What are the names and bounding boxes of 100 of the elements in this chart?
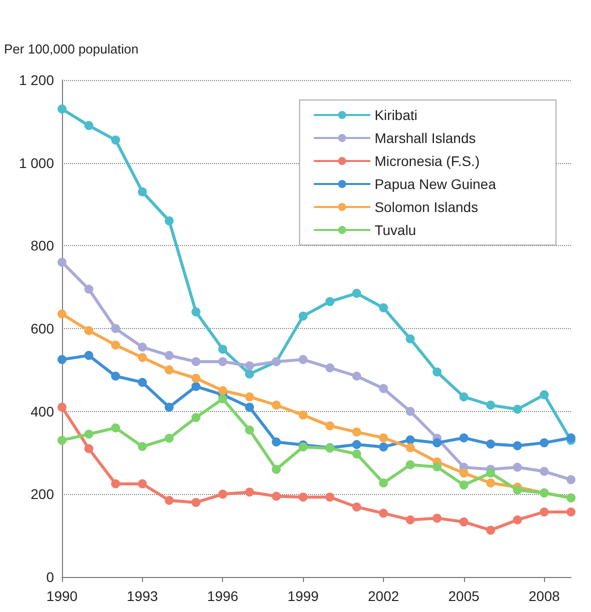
point — [245, 488, 254, 497]
point — [512, 404, 522, 414]
point — [352, 440, 362, 449]
point — [486, 468, 496, 478]
y-tick-label: 800 — [30, 238, 54, 254]
point — [164, 365, 174, 374]
y-tick-label: 200 — [30, 486, 54, 502]
point — [191, 357, 200, 366]
x-tick-label: 2008 — [528, 588, 560, 604]
point — [84, 326, 94, 336]
point — [512, 462, 522, 472]
point — [138, 442, 147, 452]
point — [352, 372, 362, 381]
point — [406, 435, 415, 444]
point — [111, 136, 120, 145]
point — [111, 479, 120, 488]
point — [406, 334, 415, 344]
x-tick-label: 1999 — [288, 588, 319, 604]
point — [486, 526, 496, 535]
point — [111, 324, 120, 333]
point — [378, 303, 388, 312]
y-tick-label: 1 000 — [18, 154, 54, 171]
legend-label: Tuvalu — [374, 222, 416, 238]
point — [352, 428, 362, 437]
point — [138, 479, 147, 488]
point — [486, 478, 496, 488]
point — [540, 507, 549, 516]
y-axis-title: Per 100,000 population — [4, 42, 138, 56]
y-tick-label: 400 — [30, 403, 54, 420]
point — [84, 444, 94, 454]
point — [512, 515, 522, 524]
point — [540, 438, 549, 448]
point — [406, 460, 415, 470]
point — [512, 441, 522, 450]
point — [58, 104, 66, 114]
point — [272, 492, 281, 501]
point — [138, 342, 147, 352]
legend-label: Marshall Islands — [374, 130, 476, 146]
point — [111, 340, 120, 350]
point — [58, 310, 66, 318]
y-tick-label: 1 200 — [18, 72, 54, 88]
point — [325, 297, 334, 306]
point — [191, 307, 200, 316]
point — [459, 517, 468, 526]
point — [325, 421, 334, 430]
x-tick-label: 1996 — [207, 588, 239, 604]
point — [84, 121, 94, 130]
point — [566, 475, 576, 484]
point — [566, 507, 576, 516]
point — [459, 433, 468, 442]
point — [432, 462, 442, 472]
point — [378, 384, 388, 394]
point — [298, 312, 308, 321]
point — [298, 355, 308, 364]
x-tick-label: 2002 — [368, 588, 400, 604]
point — [58, 258, 66, 267]
point — [245, 392, 254, 402]
point — [512, 486, 522, 495]
point — [191, 413, 200, 422]
point — [164, 434, 174, 443]
x-tick-label: 1993 — [126, 588, 158, 604]
point — [352, 288, 362, 298]
point — [325, 363, 334, 372]
point — [111, 423, 120, 432]
point — [218, 386, 228, 396]
point — [566, 433, 576, 442]
point — [540, 466, 549, 476]
point — [432, 367, 442, 376]
point — [459, 392, 468, 402]
point — [84, 350, 94, 360]
point — [191, 374, 200, 383]
point — [191, 498, 200, 507]
point — [272, 400, 281, 410]
point — [352, 502, 362, 512]
point — [272, 464, 281, 474]
point — [325, 492, 334, 502]
point — [459, 468, 468, 478]
point — [245, 425, 254, 434]
point — [378, 433, 388, 442]
y-tick-label: 0 — [46, 569, 54, 585]
y-tick-label: 600 — [30, 320, 54, 336]
point — [138, 187, 147, 196]
point — [164, 216, 174, 226]
legend-label: Micronesia (F.S.) — [374, 153, 480, 169]
point — [218, 357, 228, 366]
point — [218, 344, 228, 354]
point — [486, 400, 496, 410]
point — [84, 430, 94, 439]
point — [218, 394, 228, 404]
point — [245, 370, 254, 379]
point — [272, 437, 281, 446]
point — [245, 361, 254, 370]
point — [191, 382, 200, 391]
point — [432, 438, 442, 448]
point — [218, 490, 228, 499]
point — [406, 406, 415, 416]
x-tick-label: 1990 — [46, 588, 78, 604]
legend-label: Kiribati — [374, 107, 418, 123]
legend-label: Solomon Islands — [374, 199, 478, 215]
point — [58, 355, 66, 364]
